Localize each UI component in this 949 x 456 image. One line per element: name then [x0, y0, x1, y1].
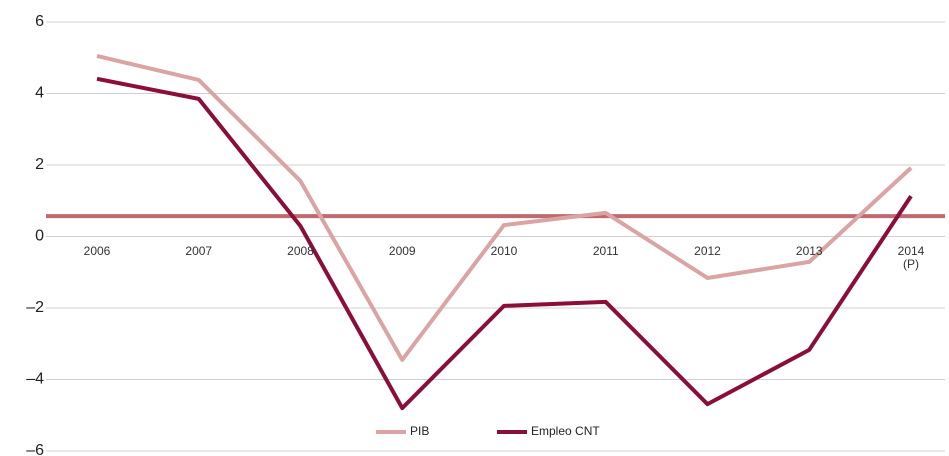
- y-tick-label: –4: [26, 371, 44, 388]
- legend-label: PIB: [410, 424, 429, 438]
- y-tick-label: 2: [35, 156, 44, 173]
- y-tick-label: 0: [35, 228, 44, 245]
- legend-label: Empleo CNT: [531, 424, 600, 438]
- x-tick-label: 2007: [185, 243, 213, 258]
- y-tick-label: 4: [35, 85, 44, 102]
- y-tick-label: 6: [35, 13, 44, 30]
- y-tick-label: –2: [26, 299, 44, 316]
- x-tick-label: 2009: [388, 243, 416, 258]
- x-tick-label: 2011: [592, 243, 619, 258]
- x-tick-label: 2008: [287, 243, 314, 258]
- x-tick-label: 2013: [795, 243, 823, 258]
- series-line: [96, 54, 913, 362]
- y-tick-label: –6: [26, 442, 44, 456]
- x-tick-label: 2014 (P): [897, 243, 925, 271]
- x-tick-label: 2010: [490, 243, 518, 258]
- series-line: [96, 76, 913, 411]
- x-tick-label: 2012: [694, 243, 721, 258]
- x-tick-label: 2006: [83, 243, 111, 258]
